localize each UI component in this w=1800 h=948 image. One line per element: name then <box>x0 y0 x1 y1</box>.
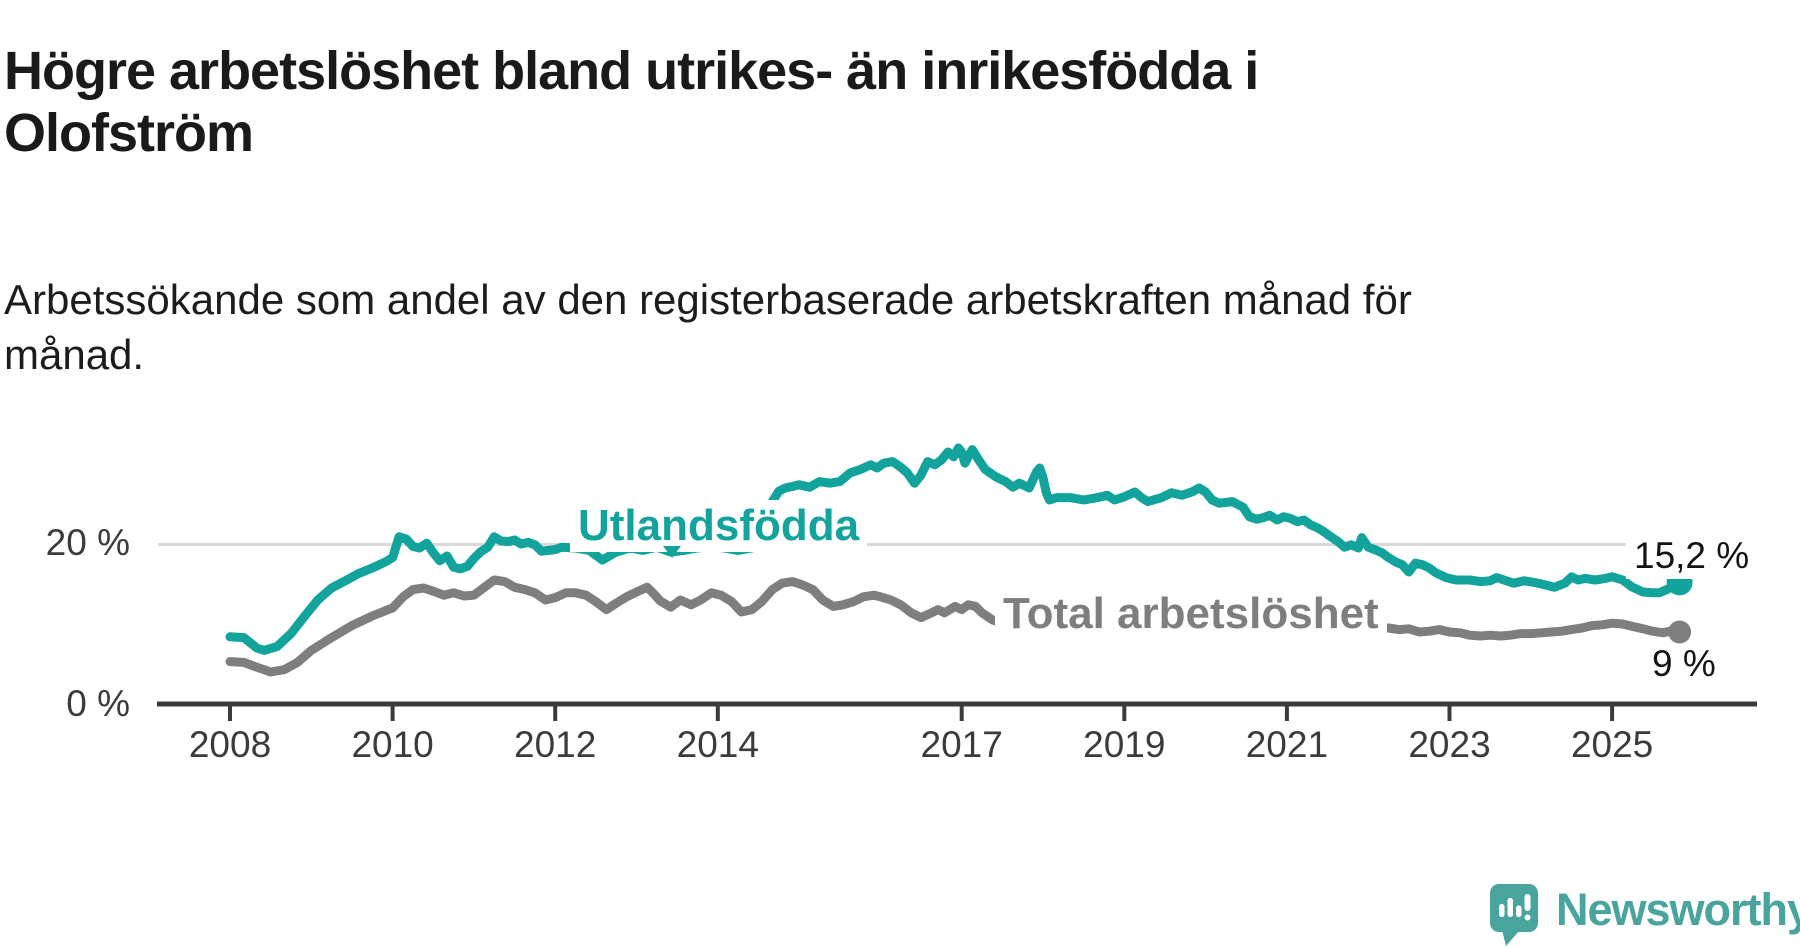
series-label-utlandsfodda: Utlandsfödda <box>570 500 868 552</box>
y-axis-label-0: 0 % <box>66 683 130 724</box>
series-end-dot <box>1668 620 1692 644</box>
series-pointer-triangle-icon <box>663 546 681 558</box>
x-axis-tick-label: 2025 <box>1571 724 1653 765</box>
newsworthy-logo: Newsworthy <box>1486 882 1800 948</box>
page-subtitle: Arbetssökande som andel av den registerb… <box>4 276 1412 378</box>
series-label-total-arbetsloshet: Total arbetslöshet <box>995 588 1387 640</box>
x-axis-tick-label: 2010 <box>351 724 433 765</box>
end-value-label-utlandsfodda: 15,2 % <box>1626 533 1758 579</box>
page-title: Högre arbetslöshet bland utrikes- än inr… <box>4 41 1259 164</box>
x-axis-tick-label: 2019 <box>1083 724 1165 765</box>
x-axis-tick-label: 2021 <box>1246 724 1328 765</box>
x-axis-tick-label: 2017 <box>921 724 1003 765</box>
newsworthy-logo-icon <box>1490 884 1538 946</box>
series-line <box>225 443 1685 655</box>
series-line <box>225 575 1685 677</box>
newsworthy-logo-text: Newsworthy <box>1556 884 1800 935</box>
x-axis-tick-label: 2023 <box>1408 724 1490 765</box>
y-axis-label-20: 20 % <box>45 522 130 563</box>
x-axis-tick-label: 2008 <box>189 724 271 765</box>
x-axis-tick-label: 2012 <box>514 724 596 765</box>
end-value-label-total: 9 % <box>1652 643 1716 684</box>
x-axis-tick-label: 2014 <box>677 724 759 765</box>
